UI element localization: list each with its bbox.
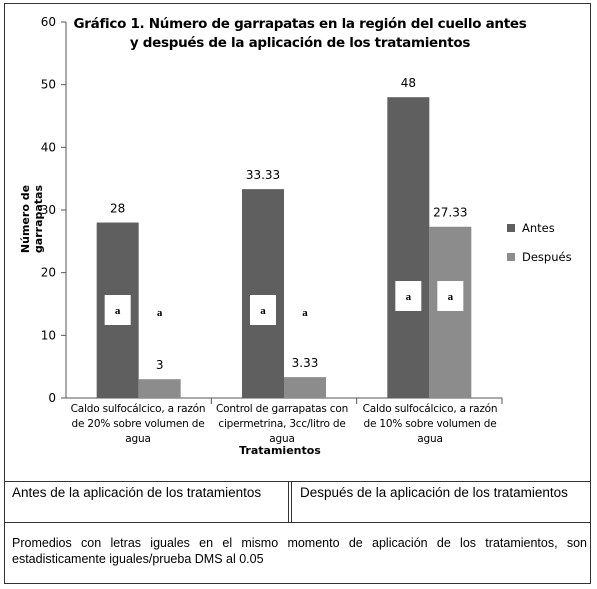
y-axis-label: Número de garrapatas xyxy=(19,184,45,254)
statistical-note: Promedios con letras iguales en el mismo… xyxy=(12,536,587,566)
legend-item-antes: Antes xyxy=(507,221,555,235)
y-tick-label: 40 xyxy=(41,140,56,154)
significance-letter: a xyxy=(260,305,266,317)
bar-antes-2 xyxy=(242,189,284,398)
y-tick-label: 0 xyxy=(48,391,56,405)
significance-box xyxy=(104,295,131,325)
data-label-despues-3: 27.33 xyxy=(433,206,467,220)
legend-swatch-antes xyxy=(507,224,515,232)
x-axis-label: Tratamientos xyxy=(239,444,321,457)
significance-letter: a xyxy=(448,291,454,303)
category-label-3: Caldo sulfocálcico, a razón de 10% sobre… xyxy=(362,403,498,445)
legend-label-antes: Antes xyxy=(522,221,555,235)
data-label-antes-3: 48 xyxy=(401,76,416,90)
significance-box xyxy=(250,295,276,325)
y-tick-label: 60 xyxy=(41,15,56,29)
significance-box xyxy=(437,281,464,311)
data-label-despues-2: 3.33 xyxy=(292,356,319,370)
data-label-antes-2: 33.33 xyxy=(246,168,280,182)
legend-swatch-despues xyxy=(507,253,515,261)
significance-letter: a xyxy=(157,307,163,319)
y-tick-label: 10 xyxy=(41,328,56,342)
y-tick-label: 50 xyxy=(41,78,56,92)
legend-table-row: Antes de la aplicación de los tratamient… xyxy=(4,481,591,523)
category-label-2: Control de garrapatas con cipermetrina, … xyxy=(215,403,349,445)
before-application-cell: Antes de la aplicación de los tratamient… xyxy=(4,482,289,522)
chart-title: Gráfico 1. Número de garrapatas en la re… xyxy=(73,16,527,51)
y-tick-label: 20 xyxy=(41,266,56,280)
category-label-1: Caldo sulfocálcico, a razón de 20% sobre… xyxy=(70,403,206,445)
data-label-despues-1: 3 xyxy=(156,358,164,372)
bar-antes-3 xyxy=(387,97,430,398)
after-application-cell: Después de la aplicación de los tratamie… xyxy=(291,482,591,522)
bar-despues-3 xyxy=(429,226,472,398)
legend-item-despues: Después xyxy=(507,250,572,264)
bar-chart: 0 10 20 30 40 50 60 28 a 3 a 33.33 a 3.33 a 48 a 27.33 a xyxy=(41,15,503,405)
bar-despues-1 xyxy=(138,379,181,398)
significance-box xyxy=(395,281,422,311)
data-label-antes-1: 28 xyxy=(110,202,125,216)
significance-letter: a xyxy=(406,291,412,303)
significance-letter: a xyxy=(302,307,308,319)
y-tick-label: 30 xyxy=(41,203,56,217)
figure-frame xyxy=(4,3,591,584)
bar-despues-2 xyxy=(284,377,326,398)
significance-letter: a xyxy=(115,305,121,317)
legend-label-despues: Después xyxy=(522,250,572,264)
